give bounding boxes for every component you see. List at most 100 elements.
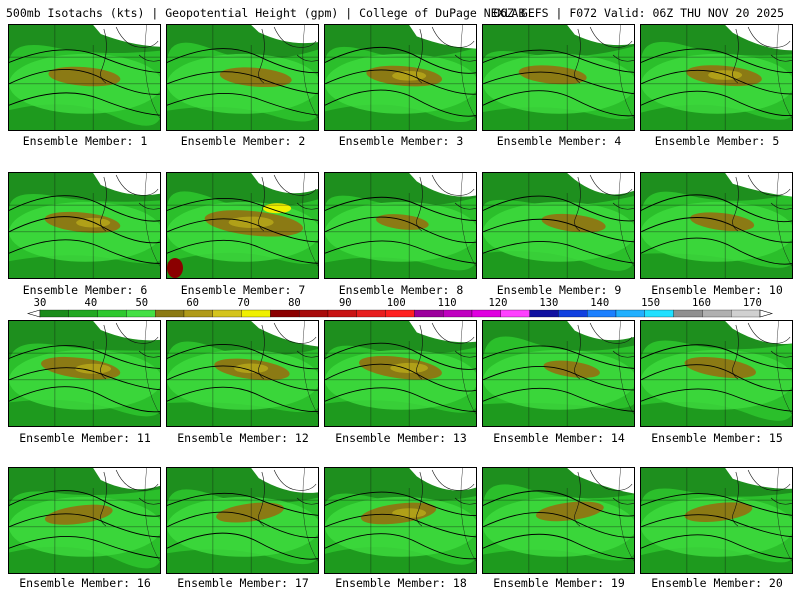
ensemble-panel <box>482 320 635 427</box>
panel-label: Ensemble Member: 10 <box>651 283 783 297</box>
isotach-map <box>167 25 318 130</box>
panel-label: Ensemble Member: 14 <box>493 431 625 445</box>
panel-label: Ensemble Member: 11 <box>19 431 151 445</box>
ensemble-panel <box>640 467 793 574</box>
scale-tick-label: 130 <box>539 297 559 309</box>
ensemble-panel <box>324 172 477 279</box>
scale-tick-label: 60 <box>186 297 199 309</box>
isotach-map <box>167 173 318 278</box>
ensemble-panel <box>324 320 477 427</box>
isotach-map <box>641 173 792 278</box>
ensemble-panel <box>166 320 319 427</box>
isotach-map <box>9 25 160 130</box>
scale-swatch <box>615 309 645 318</box>
isotach-map <box>167 468 318 573</box>
isotach-map <box>167 321 318 426</box>
scale-swatch <box>97 309 127 318</box>
scale-swatch <box>702 309 732 318</box>
ensemble-panel <box>482 172 635 279</box>
scale-tick-label: 50 <box>135 297 149 309</box>
scale-tick-label: 40 <box>84 297 98 309</box>
scale-swatch <box>212 309 242 318</box>
isotach-map <box>9 321 160 426</box>
ensemble-panel <box>166 24 319 131</box>
ensemble-panel <box>166 172 319 279</box>
panel-label: Ensemble Member: 15 <box>651 431 783 445</box>
scale-swatch <box>270 309 300 318</box>
scale-swatch <box>529 309 559 318</box>
header-right: 06Z GEFS | F072 Valid: 06Z THU NOV 20 20… <box>493 6 784 20</box>
panel-label: Ensemble Member: 3 <box>338 134 464 148</box>
scale-swatch <box>183 309 213 318</box>
scale-swatch <box>587 309 617 318</box>
scale-swatch <box>241 309 271 318</box>
panel-label: Ensemble Member: 5 <box>654 134 780 148</box>
scale-swatch <box>356 309 386 318</box>
ensemble-panel <box>8 172 161 279</box>
scale-swatch <box>731 309 761 318</box>
panel-label: Ensemble Member: 8 <box>338 283 464 297</box>
panel-label: Ensemble Member: 18 <box>335 576 467 590</box>
scale-swatch <box>471 309 501 318</box>
panel-label: Ensemble Member: 6 <box>22 283 148 297</box>
header-left: 500mb Isotachs (kts) | Geopotential Heig… <box>6 6 526 20</box>
isotach-map <box>325 25 476 130</box>
isotach-map <box>483 173 634 278</box>
scale-swatch <box>68 309 98 318</box>
scale-tick-label: 70 <box>237 297 250 309</box>
scale-tick-label: 100 <box>386 297 406 309</box>
panel-label: Ensemble Member: 7 <box>180 283 306 297</box>
scale-tick-label: 90 <box>338 297 352 309</box>
isotach-map <box>641 321 792 426</box>
scale-swatch <box>299 309 329 318</box>
ensemble-panel <box>640 172 793 279</box>
scale-swatch <box>385 309 415 318</box>
isotach-map <box>483 468 634 573</box>
ensemble-panel <box>482 467 635 574</box>
scale-tick-label: 80 <box>288 297 301 309</box>
scale-swatch <box>443 309 473 318</box>
ensemble-panel <box>8 467 161 574</box>
scale-tick-label: 120 <box>488 297 508 309</box>
isotach-map <box>9 173 160 278</box>
isotach-map <box>325 173 476 278</box>
isotach-color-scale <box>26 309 774 318</box>
scale-swatch <box>155 309 185 318</box>
scale-swatch <box>126 309 156 318</box>
scale-swatch <box>414 309 444 318</box>
panel-label: Ensemble Member: 17 <box>177 576 309 590</box>
isotach-map <box>9 468 160 573</box>
panel-label: Ensemble Member: 13 <box>335 431 467 445</box>
panel-label: Ensemble Member: 1 <box>22 134 148 148</box>
scale-tick-label: 150 <box>641 297 661 309</box>
scale-tick-label: 30 <box>33 297 47 309</box>
isotach-map <box>325 468 476 573</box>
panel-label: Ensemble Member: 19 <box>493 576 625 590</box>
scale-swatch <box>39 309 69 318</box>
ensemble-panel <box>324 24 477 131</box>
isotach-map <box>641 468 792 573</box>
scale-tick-label: 170 <box>742 297 762 309</box>
ensemble-panel <box>166 467 319 574</box>
ensemble-panel <box>8 320 161 427</box>
isotach-map <box>641 25 792 130</box>
scale-swatch <box>327 309 357 318</box>
panel-label: Ensemble Member: 9 <box>496 283 622 297</box>
isotach-map <box>483 321 634 426</box>
scale-tick-label: 160 <box>691 297 711 309</box>
scale-swatch <box>500 309 530 318</box>
isotach-map <box>483 25 634 130</box>
ensemble-panel <box>324 467 477 574</box>
scale-swatch <box>673 309 703 318</box>
panel-label: Ensemble Member: 20 <box>651 576 783 590</box>
panel-label: Ensemble Member: 16 <box>19 576 151 590</box>
scale-tick-label: 140 <box>590 297 610 309</box>
scale-swatch <box>558 309 588 318</box>
panel-label: Ensemble Member: 4 <box>496 134 622 148</box>
ensemble-panel <box>8 24 161 131</box>
isotach-map <box>325 321 476 426</box>
ensemble-panel <box>482 24 635 131</box>
panel-label: Ensemble Member: 2 <box>180 134 306 148</box>
ensemble-panel <box>640 320 793 427</box>
scale-swatch <box>644 309 674 318</box>
